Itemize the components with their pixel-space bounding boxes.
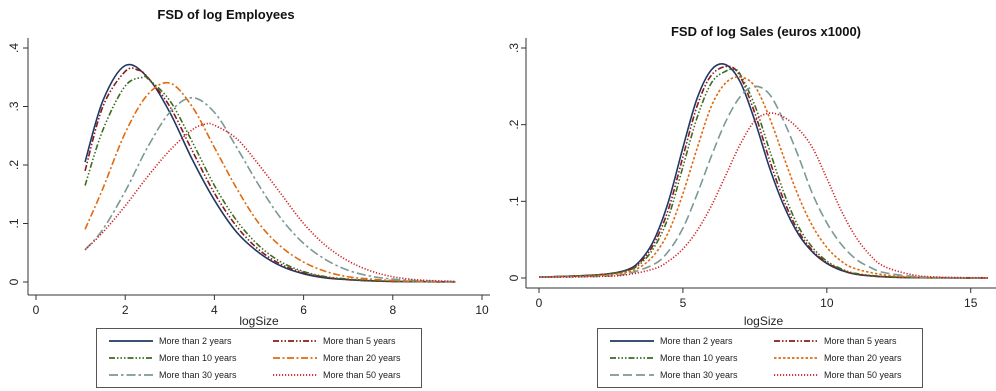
y-tick-label: .3 xyxy=(7,101,21,111)
legend-label: More than 10 years xyxy=(660,353,738,363)
x-tick-label: 4 xyxy=(211,303,218,317)
legend-swatch xyxy=(109,374,153,376)
legend-item: More than 5 years xyxy=(261,333,421,349)
sales-chart-svg: 0 .1 .2 .3 0 5 10 15 logSize xyxy=(507,38,996,328)
y-tick-label: .4 xyxy=(7,43,21,53)
y-tick-label: .2 xyxy=(7,160,21,170)
y-tick-label: 0 xyxy=(507,274,521,281)
legend-item: More than 50 years xyxy=(762,367,922,383)
series-line-6 xyxy=(84,122,456,283)
legend-label: More than 2 years xyxy=(159,336,232,346)
legend-label: More than 30 years xyxy=(660,370,738,380)
series-line-3 xyxy=(84,75,456,283)
chart-title: FSD of log Employees xyxy=(157,7,295,22)
legend-label: More than 2 years xyxy=(660,336,733,346)
x-tick-label: 0 xyxy=(536,296,543,310)
legend-item: More than 30 years xyxy=(598,367,758,383)
y-tick-label: .1 xyxy=(7,218,21,228)
series-line-5 xyxy=(538,85,989,279)
legend-label: More than 5 years xyxy=(824,336,897,346)
series-line-4 xyxy=(84,81,456,283)
sales-chart-panel: FSD of log Sales (euros x1000) 0 .1 .2 .3 0 5… xyxy=(498,0,996,391)
y-tick-label: .1 xyxy=(507,196,521,206)
x-tick-label: 2 xyxy=(122,303,129,317)
x-axis-title: logSize xyxy=(239,314,279,328)
series-line-2 xyxy=(538,65,989,279)
series-line-1 xyxy=(84,63,456,283)
legend-item: More than 2 years xyxy=(598,333,758,349)
legend-item: More than 20 years xyxy=(762,350,922,366)
series-line-6 xyxy=(538,112,989,279)
legend-label: More than 20 years xyxy=(824,353,902,363)
x-tick-label: 5 xyxy=(680,296,687,310)
legend-swatch xyxy=(610,374,654,376)
legend-swatch xyxy=(774,374,818,376)
y-tick-label: 0 xyxy=(7,278,21,285)
legend-item: More than 50 years xyxy=(261,367,421,383)
legend-swatch xyxy=(273,340,317,342)
series-line-4 xyxy=(538,76,989,279)
x-tick-label: 0 xyxy=(33,303,40,317)
legend-item: More than 10 years xyxy=(97,350,257,366)
chart-legend: More than 2 years More than 5 years More t… xyxy=(597,328,923,388)
x-tick-label: 8 xyxy=(389,303,396,317)
legend-label: More than 10 years xyxy=(159,353,237,363)
legend-label: More than 30 years xyxy=(159,370,237,380)
legend-swatch xyxy=(109,340,153,342)
series-line-5 xyxy=(84,96,456,283)
legend-swatch xyxy=(109,357,153,359)
y-tick-label: .3 xyxy=(507,43,521,53)
legend-swatch xyxy=(610,357,654,359)
chart-legend: More than 2 years More than 5 years More t… xyxy=(96,328,422,388)
legend-label: More than 20 years xyxy=(323,353,401,363)
legend-swatch xyxy=(774,340,818,342)
legend-item: More than 10 years xyxy=(598,350,758,366)
legend-swatch xyxy=(774,357,818,359)
series-line-2 xyxy=(84,67,456,283)
x-axis-title: logSize xyxy=(744,314,784,328)
x-tick-label: 15 xyxy=(964,296,978,310)
legend-item: More than 30 years xyxy=(97,367,257,383)
legend-swatch xyxy=(610,340,654,342)
series-line-1 xyxy=(538,63,989,279)
employees-chart-panel: FSD of log Employees 0 .1 .2 .3 .4 0 2 4 6 8 10 log… xyxy=(7,7,490,388)
x-tick-label: 10 xyxy=(820,296,834,310)
legend-label: More than 5 years xyxy=(323,336,396,346)
legend-item: More than 5 years xyxy=(762,333,922,349)
legend-item: More than 2 years xyxy=(97,333,257,349)
legend-swatch xyxy=(273,357,317,359)
x-tick-label: 10 xyxy=(475,303,489,317)
x-tick-label: 6 xyxy=(300,303,307,317)
series-line-3 xyxy=(538,68,989,279)
legend-label: More than 50 years xyxy=(323,370,401,380)
chart-title: FSD of log Sales (euros x1000) xyxy=(670,24,862,39)
y-tick-label: .2 xyxy=(507,119,521,129)
legend-swatch xyxy=(273,374,317,376)
legend-item: More than 20 years xyxy=(261,350,421,366)
legend-label: More than 50 years xyxy=(824,370,902,380)
employees-chart-svg: 0 .1 .2 .3 .4 0 2 4 6 8 10 logSize xyxy=(7,38,490,328)
